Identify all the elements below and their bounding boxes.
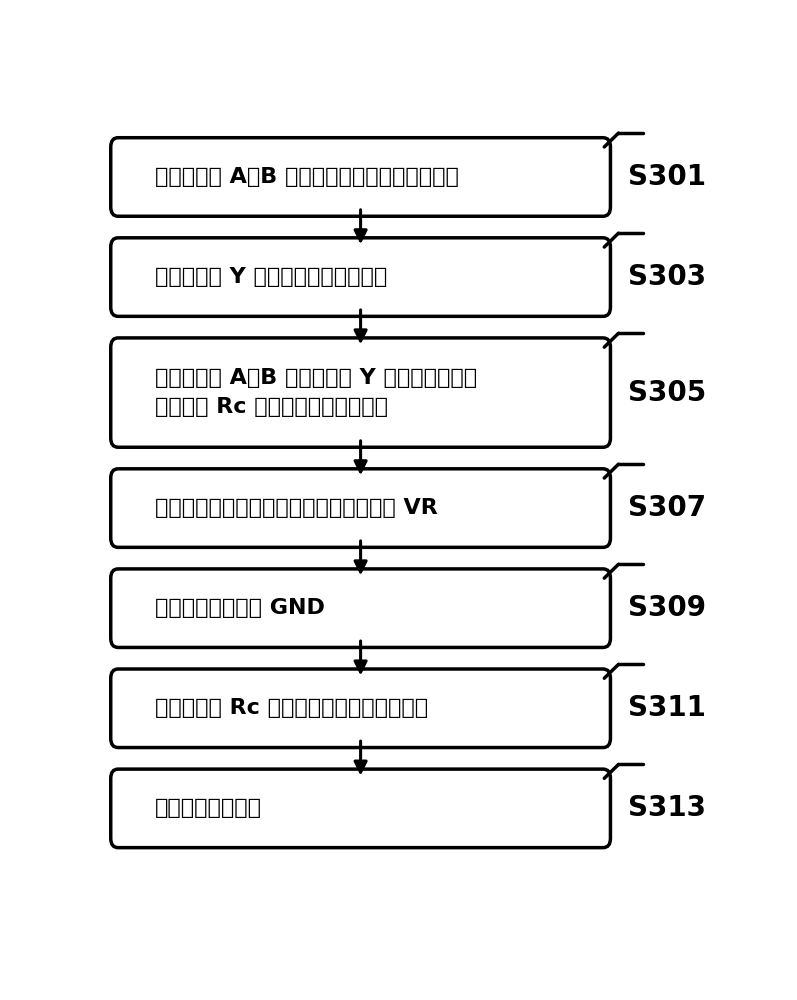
FancyBboxPatch shape <box>111 769 611 848</box>
Text: 将第三位线耦合到 GND: 将第三位线耦合到 GND <box>155 598 325 618</box>
FancyBboxPatch shape <box>111 138 611 216</box>
Text: S301: S301 <box>628 163 705 191</box>
Text: S309: S309 <box>628 594 705 622</box>
Text: S313: S313 <box>628 794 705 822</box>
Text: S307: S307 <box>628 494 706 522</box>
FancyBboxPatch shape <box>111 338 611 447</box>
FancyBboxPatch shape <box>111 469 611 547</box>
FancyBboxPatch shape <box>111 669 611 748</box>
Text: 向基准单元 Rc 的另一端施加第二电压脉冲: 向基准单元 Rc 的另一端施加第二电压脉冲 <box>155 698 428 718</box>
Text: 将输出单元 Y 的一端耦合到第三位线: 将输出单元 Y 的一端耦合到第三位线 <box>155 267 387 287</box>
Text: 向第一位线、第二位线施加第一电压脉冲 VR: 向第一位线、第二位线施加第一电压脉冲 VR <box>155 498 438 518</box>
Text: 将输入单元 A、B 和输出单元 Y 的另一端、以及
基准单元 Rc 的一端耦合到同一字线: 将输入单元 A、B 和输出单元 Y 的另一端、以及 基准单元 Rc 的一端耦合到… <box>155 368 477 417</box>
Text: S305: S305 <box>628 379 706 407</box>
Text: S303: S303 <box>628 263 706 291</box>
FancyBboxPatch shape <box>111 238 611 316</box>
FancyBboxPatch shape <box>111 569 611 647</box>
Text: 将输入单元 A、B 的一端耦合到第一、第二位线: 将输入单元 A、B 的一端耦合到第一、第二位线 <box>155 167 459 187</box>
Text: S311: S311 <box>628 694 705 722</box>
Text: 完成逻辑运算操作: 完成逻辑运算操作 <box>155 798 262 818</box>
